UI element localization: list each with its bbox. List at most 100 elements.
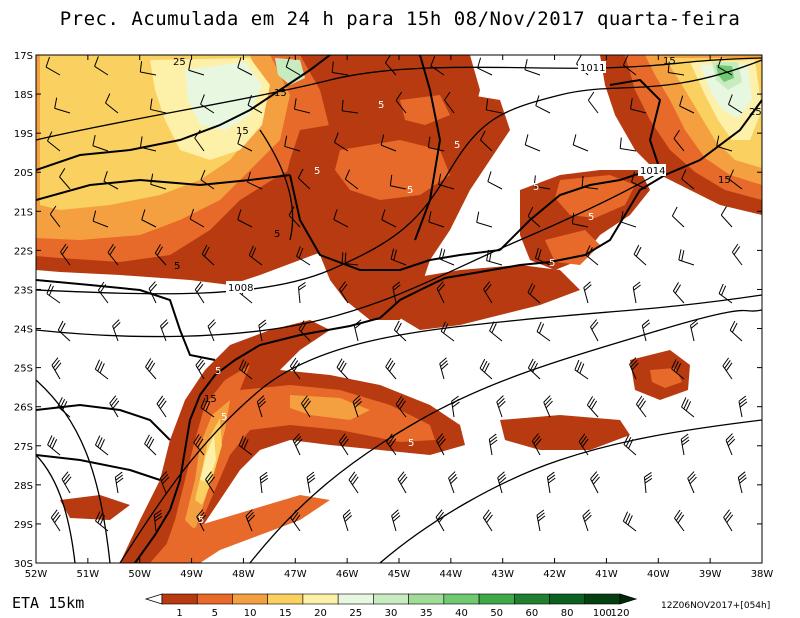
- wind-barb-flag: [247, 94, 252, 106]
- lon-label: 52W: [25, 569, 48, 580]
- wind-barb-shaft: [247, 181, 263, 190]
- lon-label: 49W: [180, 569, 203, 580]
- wind-barb-flag: [199, 514, 207, 523]
- wind-barb-flag: [53, 359, 60, 369]
- colorbar-label: 20: [314, 608, 327, 618]
- wind-barb-flag: [627, 515, 633, 526]
- wind-barb-flag: [51, 357, 59, 366]
- wind-barb-flag: [154, 244, 161, 254]
- wind-barb-flag: [259, 471, 268, 478]
- wind-barb-flag: [725, 433, 733, 441]
- wind-barb-flag: [289, 357, 297, 367]
- wind-barb-flag: [533, 435, 541, 444]
- colorbar-label: 40: [455, 608, 468, 618]
- isobar-label-1008: 1008: [228, 283, 253, 294]
- wind-barb-shaft: [288, 214, 301, 228]
- wind-barb-flag: [583, 512, 591, 520]
- wind-barb-flag: [159, 471, 168, 479]
- wind-barb-flag: [487, 171, 492, 182]
- wind-barb-flag: [576, 361, 582, 372]
- wind-barb-flag: [633, 244, 640, 255]
- wind-barb-flag: [393, 284, 401, 291]
- wind-barb-flag: [728, 94, 733, 105]
- wind-barb-flag: [675, 512, 683, 521]
- wind-barb-flag: [728, 169, 734, 180]
- wind-barb-flag: [392, 512, 400, 519]
- wind-barb-flag: [739, 477, 747, 484]
- wind-barb-flag: [675, 363, 682, 373]
- colorbar-segment: [549, 593, 586, 605]
- wind-barb-flag: [400, 476, 408, 485]
- wind-barb-flag: [198, 362, 206, 371]
- wind-barb-shaft: [237, 143, 253, 152]
- wind-barb-flag: [340, 283, 348, 293]
- wind-barb-flag: [99, 439, 105, 449]
- wind-barb-flag: [160, 319, 168, 327]
- precip-label: 15: [718, 175, 731, 186]
- colorbar-segment: [478, 593, 515, 605]
- wind-barb-flag: [306, 471, 315, 478]
- wind-barb-flag: [727, 438, 736, 447]
- wind-barb-flag: [484, 283, 492, 293]
- wind-barb-shaft: [728, 178, 743, 190]
- wind-barb-flag: [95, 511, 101, 522]
- wind-barb-flag: [585, 245, 591, 256]
- wind-barb-flag: [350, 474, 357, 483]
- wind-barb-flag: [331, 61, 334, 73]
- wind-barb-flag: [295, 438, 303, 447]
- wind-barb-flag: [632, 281, 641, 288]
- wind-barb-shaft: [237, 219, 253, 228]
- wind-barb-flag: [678, 249, 682, 261]
- wind-barb-flag: [440, 321, 446, 332]
- wind-barb-flag: [159, 400, 167, 410]
- wind-barb-flag: [399, 473, 406, 483]
- wind-barb-flag: [587, 247, 593, 257]
- wind-barb-shaft: [334, 142, 349, 152]
- wind-barb-flag: [298, 284, 307, 291]
- wind-barb-shaft: [527, 215, 541, 228]
- colorbar-label: 15: [279, 608, 292, 618]
- wind-barb-flag: [482, 509, 490, 518]
- wind-barb-flag: [572, 134, 577, 146]
- wind-barb-shaft: [477, 67, 493, 76]
- wind-barb-flag: [723, 509, 730, 518]
- isobar-label-1011: 1011: [580, 63, 605, 74]
- wind-barb-flag: [208, 476, 216, 485]
- wind-barb-flag: [99, 363, 105, 374]
- wind-barb-flag: [158, 398, 165, 407]
- wind-barb-flag: [285, 56, 291, 68]
- wind-barb-flag: [393, 320, 400, 331]
- colorbar-label: 35: [420, 608, 433, 618]
- colorbar-min-arrow: [144, 593, 163, 605]
- wind-barb-shaft: [200, 179, 215, 190]
- wind-barb-flag: [49, 437, 55, 448]
- wind-barb-flag: [238, 435, 244, 446]
- wind-barb-flag: [498, 477, 507, 484]
- wind-barb-flag: [441, 363, 449, 370]
- wind-barb-flag: [483, 281, 490, 290]
- wind-barb-flag: [339, 281, 346, 290]
- wind-barb-flag: [243, 363, 249, 374]
- wind-barb-flag: [628, 438, 634, 449]
- wind-barb-flag: [685, 401, 692, 411]
- wind-barb-shaft: [285, 66, 301, 76]
- wind-barb-flag: [439, 357, 447, 364]
- wind-barb-flag: [449, 474, 457, 482]
- wind-barb-flag: [590, 471, 598, 480]
- wind-barb-flag: [115, 471, 123, 478]
- wind-barb-flag: [631, 362, 639, 371]
- wind-barb-shaft: [630, 108, 647, 114]
- wind-barb-flag: [203, 246, 210, 257]
- wind-barb-flag: [498, 400, 506, 408]
- wind-barb-flag: [107, 243, 114, 253]
- wind-barb-flag: [438, 173, 442, 185]
- wind-barb-flag: [139, 136, 143, 148]
- wind-barb-flag: [548, 477, 556, 484]
- lon-label: 46W: [336, 569, 359, 580]
- wind-barb-shaft: [294, 108, 311, 114]
- wind-barb-flag: [241, 361, 247, 372]
- wind-barb-flag: [690, 322, 699, 329]
- colorbar-segment: [196, 593, 233, 605]
- wind-barb-shaft: [45, 66, 61, 76]
- wind-barb-flag: [588, 398, 596, 408]
